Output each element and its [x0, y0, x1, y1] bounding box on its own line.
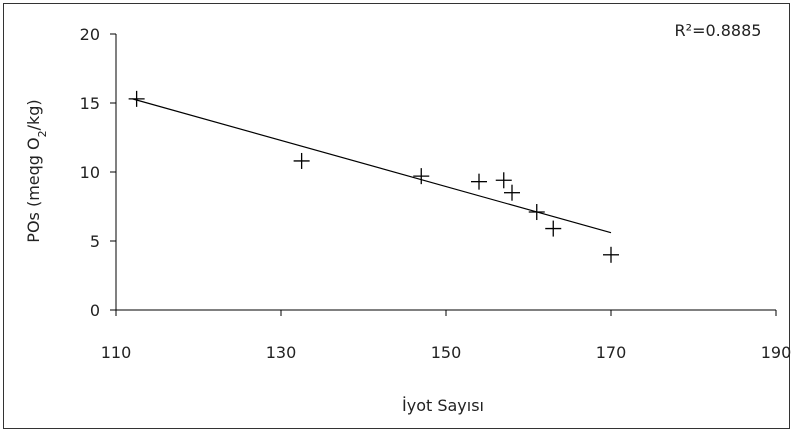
y-axis-label: POs (meqg O2/kg): [24, 99, 49, 242]
data-point: [603, 246, 619, 263]
y-tick-label: 10: [80, 163, 100, 182]
y-tick-label: 15: [80, 94, 100, 113]
data-point: [413, 168, 430, 185]
trendline: [132, 98, 612, 234]
y-tick-label: 20: [80, 25, 100, 44]
x-tick-label: 110: [101, 343, 132, 362]
data-point: [504, 184, 520, 201]
x-axis-label: İyot Sayısı: [402, 396, 484, 415]
points-group: [128, 90, 619, 263]
data-point: [495, 172, 512, 189]
x-tick-label: 150: [431, 343, 462, 362]
trendline-group: [132, 98, 612, 234]
x-tick-label: 190: [761, 343, 792, 362]
data-point: [293, 152, 310, 169]
y-tick-label: 0: [90, 301, 100, 320]
y-axis-label-tail: /kg): [24, 99, 43, 130]
r-squared-annotation: R²=0.8885: [675, 21, 762, 40]
y-tick-label: 5: [90, 232, 100, 251]
x-tick-label: 170: [596, 343, 627, 362]
data-point: [128, 90, 145, 107]
axes: 0 5 10 15 20 110 130 150 170 190: [80, 25, 792, 362]
data-point: [471, 173, 487, 190]
x-tick-label: 130: [266, 343, 297, 362]
data-point: [545, 220, 562, 237]
chart-border: [3, 3, 790, 429]
y-axis-label-main: POs (meqg O: [24, 137, 43, 242]
data-point: [528, 204, 545, 221]
y-axis-label-sub: 2: [36, 130, 49, 137]
